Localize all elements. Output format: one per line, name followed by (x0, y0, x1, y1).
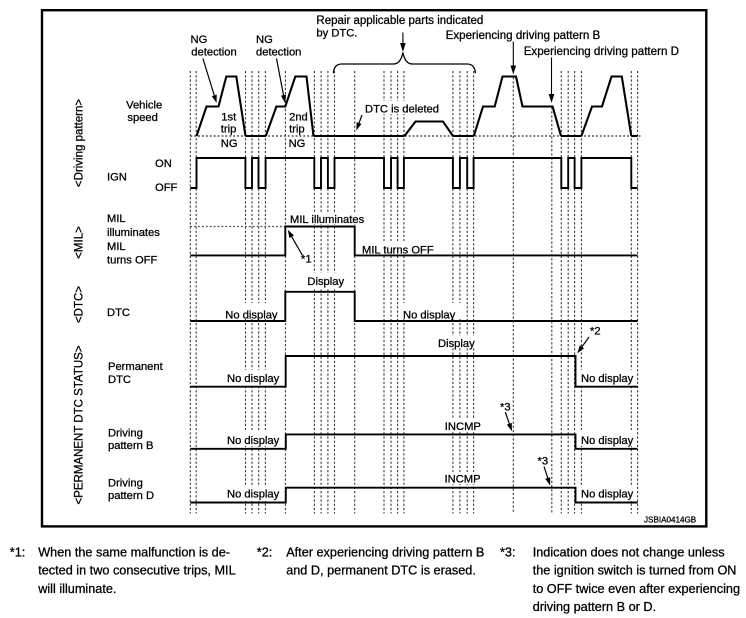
svg-text:Experiencing driving pattern B: Experiencing driving pattern B (446, 29, 601, 42)
svg-text:turns OFF: turns OFF (107, 255, 158, 267)
svg-text:<DTC>: <DTC> (74, 286, 86, 323)
svg-text:Display: Display (438, 338, 475, 350)
svg-text:DTC: DTC (107, 307, 130, 319)
svg-text:DTC is deleted: DTC is deleted (365, 104, 439, 116)
svg-text:tected in two consecutive trip: tected in two consecutive trips, MIL (38, 564, 235, 578)
svg-text:No display: No display (403, 309, 456, 321)
svg-text:*1: *1 (301, 254, 312, 266)
svg-text:detection: detection (256, 46, 301, 58)
svg-text:DTC: DTC (108, 374, 131, 386)
svg-text:ON: ON (155, 158, 172, 170)
svg-text:*3:: *3: (500, 546, 516, 560)
svg-text:No display: No display (581, 489, 634, 501)
svg-text:No display: No display (581, 435, 634, 447)
svg-text:*2: *2 (590, 326, 601, 338)
svg-text:the ignition switch is turned: the ignition switch is turned from ON (533, 564, 737, 578)
svg-text:pattern B: pattern B (108, 440, 153, 452)
svg-text:MIL: MIL (107, 241, 126, 253)
svg-text:IGN: IGN (107, 172, 127, 184)
svg-text:speed: speed (127, 112, 157, 124)
svg-text:No display: No display (227, 489, 280, 501)
svg-text:<PERMANENT DTC STATUS>: <PERMANENT DTC STATUS> (74, 345, 86, 504)
svg-text:trip: trip (289, 124, 305, 136)
svg-text:Display: Display (307, 276, 344, 288)
svg-text:Experiencing driving pattern D: Experiencing driving pattern D (524, 45, 679, 58)
svg-text:Permanent: Permanent (108, 361, 164, 373)
svg-text:NG: NG (221, 138, 238, 150)
svg-text:*2:: *2: (257, 546, 273, 560)
svg-text:No display: No display (581, 373, 634, 385)
svg-text:trip: trip (221, 124, 237, 136)
svg-text:to OFF twice even after experi: to OFF twice even after experiencing (533, 582, 740, 596)
svg-text:INCMP: INCMP (445, 474, 481, 486)
svg-text:<Driving pattern>: <Driving pattern> (74, 99, 86, 187)
svg-text:No display: No display (227, 373, 280, 385)
svg-text:MIL turns OFF: MIL turns OFF (362, 245, 434, 257)
svg-text:No display: No display (225, 309, 278, 321)
svg-text:2nd: 2nd (289, 111, 308, 123)
svg-text:pattern D: pattern D (108, 490, 154, 502)
svg-text:by DTC.: by DTC. (316, 27, 357, 39)
svg-text:NG: NG (256, 34, 273, 46)
svg-text:driving pattern B or D.: driving pattern B or D. (533, 600, 656, 614)
svg-text:will illuminate.: will illuminate. (37, 582, 116, 596)
svg-text:NG: NG (191, 34, 208, 46)
svg-text:OFF: OFF (155, 182, 178, 194)
svg-text:*1:: *1: (10, 546, 26, 560)
svg-text:Indication does not change unl: Indication does not change unless (533, 546, 725, 560)
svg-text:1st: 1st (221, 112, 237, 124)
svg-text:*3: *3 (538, 456, 549, 468)
svg-text:Vehicle: Vehicle (126, 100, 162, 112)
svg-text:MIL illuminates: MIL illuminates (290, 214, 365, 226)
svg-text:and D, permanent DTC is erased: and D, permanent DTC is erased. (286, 564, 476, 578)
svg-text:Driving: Driving (108, 428, 143, 440)
svg-text:When the same malfunction is d: When the same malfunction is de- (38, 546, 230, 560)
svg-text:INCMP: INCMP (445, 421, 481, 433)
svg-text:After experiencing driving pat: After experiencing driving pattern B (286, 546, 484, 560)
svg-text:Repair applicable parts indica: Repair applicable parts indicated (316, 15, 483, 27)
svg-text:detection: detection (191, 46, 236, 58)
svg-text:*3: *3 (500, 401, 511, 413)
svg-text:Driving: Driving (108, 478, 143, 490)
svg-text:<MIL>: <MIL> (74, 226, 86, 259)
svg-text:JSBIA0414GB: JSBIA0414GB (644, 516, 696, 525)
svg-text:NG: NG (289, 138, 306, 150)
svg-text:illuminates: illuminates (107, 227, 160, 239)
svg-text:MIL: MIL (107, 213, 126, 225)
svg-text:No display: No display (227, 435, 280, 447)
